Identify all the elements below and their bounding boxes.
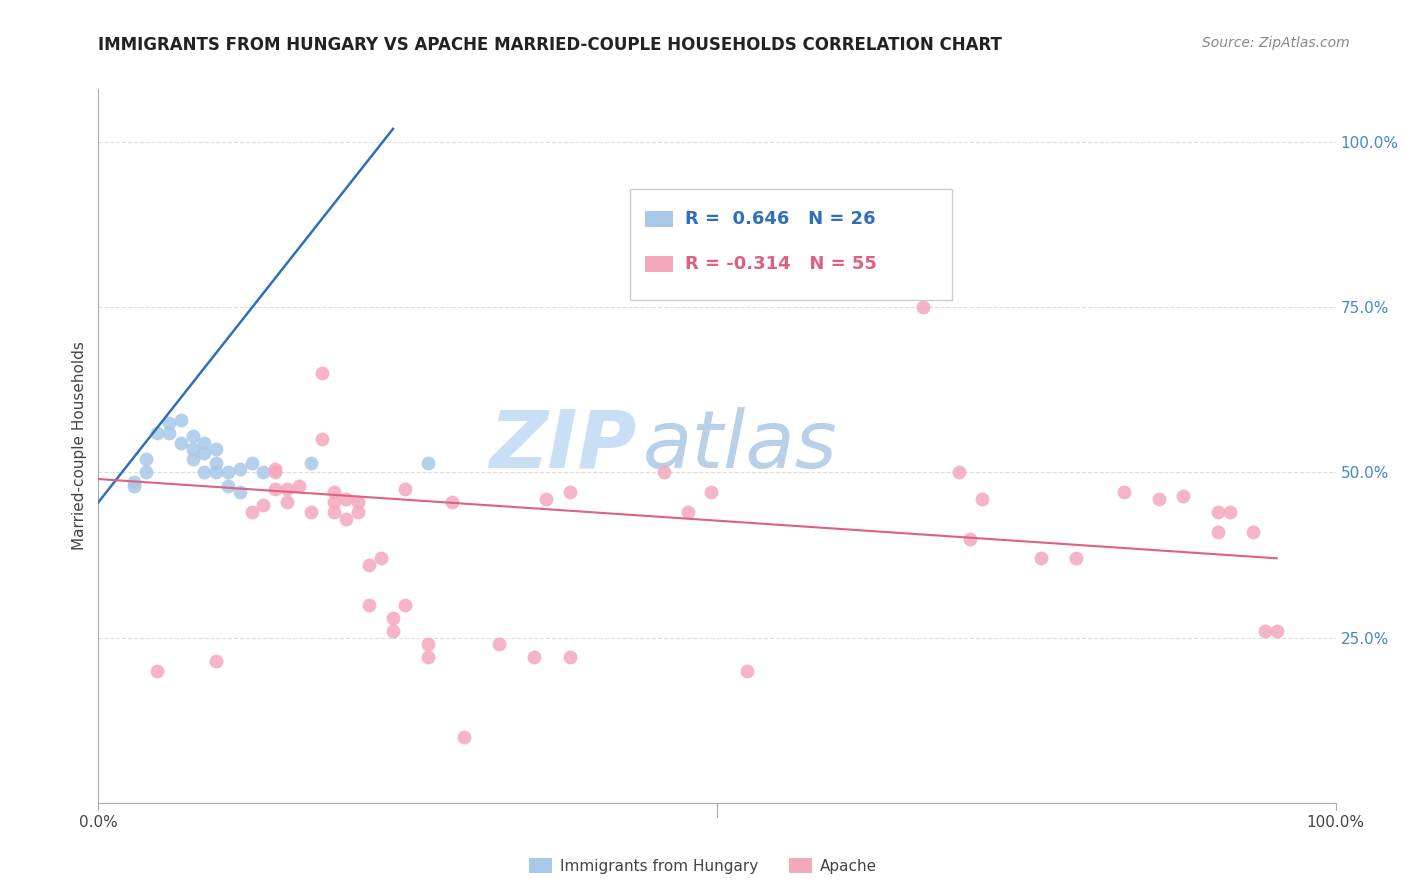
Point: [394, 482, 416, 496]
Point: [276, 495, 298, 509]
Point: [382, 624, 405, 638]
Point: [193, 445, 215, 459]
Point: [193, 466, 215, 480]
Point: [418, 637, 440, 651]
Point: [205, 456, 228, 470]
Point: [170, 412, 193, 426]
Point: [252, 466, 274, 480]
Text: R = -0.314   N = 55: R = -0.314 N = 55: [685, 255, 877, 273]
Point: [217, 466, 239, 480]
Point: [181, 452, 204, 467]
Point: [205, 466, 228, 480]
Point: [157, 416, 180, 430]
Point: [1206, 505, 1229, 519]
Text: atlas: atlas: [643, 407, 838, 485]
Point: [912, 300, 935, 314]
Point: [323, 485, 346, 500]
Point: [382, 611, 405, 625]
Point: [229, 462, 252, 476]
Point: [264, 462, 287, 476]
Point: [1171, 489, 1194, 503]
Text: R =  0.646   N = 26: R = 0.646 N = 26: [685, 211, 876, 228]
Point: [652, 466, 675, 480]
Point: [558, 650, 581, 665]
FancyBboxPatch shape: [645, 256, 672, 272]
FancyBboxPatch shape: [645, 211, 672, 227]
Point: [346, 505, 368, 519]
Point: [135, 466, 157, 480]
Point: [311, 433, 333, 447]
Point: [299, 456, 322, 470]
Point: [157, 425, 180, 440]
Point: [1147, 491, 1170, 506]
Point: [488, 637, 510, 651]
Point: [453, 730, 475, 744]
Point: [252, 499, 274, 513]
Point: [1029, 551, 1052, 566]
Point: [122, 478, 145, 492]
Point: [264, 466, 287, 480]
FancyBboxPatch shape: [630, 189, 952, 300]
Point: [359, 598, 381, 612]
Text: ZIP: ZIP: [489, 407, 637, 485]
Point: [287, 478, 309, 492]
Point: [359, 558, 381, 572]
Point: [335, 491, 357, 506]
Point: [1241, 524, 1264, 539]
Point: [264, 482, 287, 496]
Point: [700, 485, 723, 500]
Point: [205, 654, 228, 668]
Point: [1206, 524, 1229, 539]
Point: [205, 442, 228, 457]
Point: [135, 452, 157, 467]
Point: [394, 598, 416, 612]
Point: [972, 491, 994, 506]
Point: [534, 491, 557, 506]
Y-axis label: Married-couple Households: Married-couple Households: [72, 342, 87, 550]
Point: [181, 429, 204, 443]
Point: [193, 435, 215, 450]
Text: Source: ZipAtlas.com: Source: ZipAtlas.com: [1202, 36, 1350, 50]
Point: [276, 482, 298, 496]
Point: [122, 475, 145, 490]
Point: [1112, 485, 1135, 500]
Point: [1265, 624, 1288, 638]
Point: [346, 495, 368, 509]
Point: [240, 456, 263, 470]
Point: [311, 367, 333, 381]
Point: [418, 650, 440, 665]
Point: [1254, 624, 1277, 638]
Point: [418, 456, 440, 470]
Point: [323, 495, 346, 509]
Point: [558, 485, 581, 500]
Text: IMMIGRANTS FROM HUNGARY VS APACHE MARRIED-COUPLE HOUSEHOLDS CORRELATION CHART: IMMIGRANTS FROM HUNGARY VS APACHE MARRIE…: [98, 36, 1002, 54]
Point: [1219, 505, 1241, 519]
Point: [948, 466, 970, 480]
Point: [676, 505, 699, 519]
Point: [146, 425, 169, 440]
Point: [335, 511, 357, 525]
Point: [1066, 551, 1088, 566]
Legend: Immigrants from Hungary, Apache: Immigrants from Hungary, Apache: [523, 852, 883, 880]
Point: [370, 551, 392, 566]
Point: [735, 664, 758, 678]
Point: [323, 505, 346, 519]
Point: [229, 485, 252, 500]
Point: [170, 435, 193, 450]
Point: [240, 505, 263, 519]
Point: [146, 664, 169, 678]
Point: [217, 478, 239, 492]
Point: [523, 650, 546, 665]
Point: [181, 442, 204, 457]
Point: [440, 495, 463, 509]
Point: [299, 505, 322, 519]
Point: [959, 532, 981, 546]
